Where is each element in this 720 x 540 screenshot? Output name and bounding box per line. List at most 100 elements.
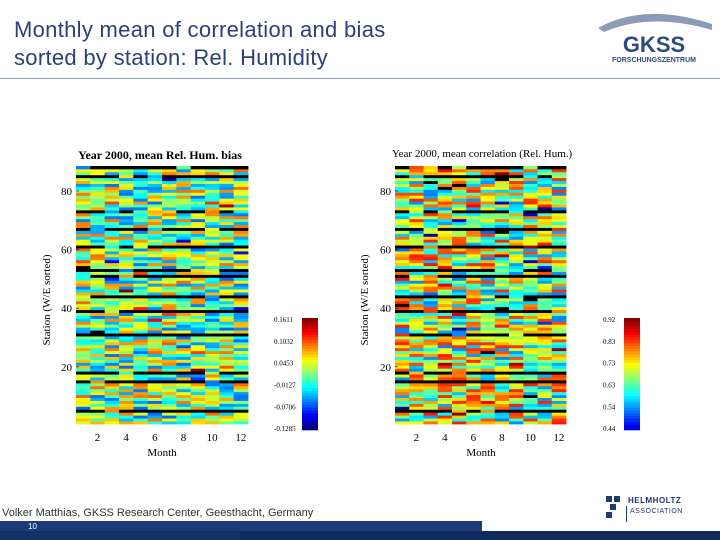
heatmap-cell [76, 321, 91, 325]
heatmap-cell [537, 171, 553, 176]
heatmap-cell [162, 344, 177, 349]
heatmap-cell [76, 333, 91, 337]
heatmap-cell [466, 415, 481, 419]
heatmap-cell [76, 168, 91, 173]
heatmap-cell [133, 400, 149, 404]
heatmap-cell [409, 330, 424, 334]
heatmap-cell [176, 259, 192, 264]
heatmap-cell [176, 324, 192, 328]
heatmap-cell [452, 227, 467, 231]
x-tick-label: 10 [207, 432, 219, 444]
heatmap-cell [523, 268, 538, 272]
heatmap-cell [90, 248, 106, 252]
heatmap-cell [480, 224, 496, 228]
heatmap-cell [437, 300, 453, 305]
heatmap-cell [119, 183, 134, 187]
colorbar-step [624, 396, 640, 400]
heatmap-cell [190, 368, 206, 372]
heatmap-cell [395, 277, 410, 281]
heatmap-cell [90, 233, 106, 237]
heatmap-cell [104, 209, 120, 214]
heatmap-cell [76, 377, 91, 381]
heatmap-cell [162, 391, 177, 396]
heatmap-cell [233, 233, 249, 237]
heatmap-cell [523, 192, 538, 196]
heatmap-cell [480, 289, 496, 293]
heatmap-cell [537, 259, 553, 264]
heatmap-cell [523, 388, 538, 393]
heatmap-cell [190, 186, 206, 190]
heatmap-cell [162, 368, 177, 372]
heatmap-cell [494, 230, 510, 234]
heatmap-cell [90, 341, 106, 346]
heatmap-cell [537, 192, 553, 196]
heatmap-cell [233, 221, 249, 226]
heatmap-cell [523, 295, 538, 299]
heatmap-cell [233, 256, 249, 261]
colorbar-step [624, 329, 640, 333]
heatmap-cell [119, 271, 134, 275]
heatmap-cell [205, 192, 220, 196]
heatmap-cell [437, 295, 453, 299]
heatmap-cell [205, 362, 220, 366]
heatmap-cell [523, 248, 538, 252]
heatmap-cell [480, 262, 496, 267]
heatmap-cell [494, 289, 510, 293]
heatmap-cell [409, 403, 424, 407]
heatmap-cell [176, 368, 192, 372]
heatmap-cell [233, 306, 249, 311]
heatmap-cell [190, 344, 206, 349]
heatmap-cell [219, 166, 235, 170]
heatmap-cell [509, 292, 524, 296]
helmholtz-logo-mark [606, 496, 627, 522]
heatmap-cell [523, 277, 538, 281]
heatmap-cell [104, 406, 120, 410]
heatmap-cell [219, 341, 235, 346]
heatmap-cell [466, 227, 481, 231]
heatmap-cell [176, 394, 192, 399]
heatmap-cell [90, 265, 106, 270]
heatmap-cell [162, 271, 177, 275]
heatmap-cell [176, 277, 192, 281]
heatmap-cell [480, 174, 496, 179]
heatmap-cell [452, 166, 467, 170]
heatmap-cell [90, 283, 106, 287]
heatmap-cell [76, 186, 91, 190]
heatmap-cell [147, 362, 163, 366]
heatmap-cell [104, 341, 120, 346]
heatmap-cell [423, 318, 439, 322]
heatmap-cell [176, 286, 192, 290]
heatmap-cell [452, 212, 467, 217]
heatmap-cell [133, 277, 149, 281]
heatmap-cell [437, 391, 453, 396]
heatmap-cell [466, 286, 481, 290]
heatmap-cell [423, 397, 439, 401]
heatmap-cell [423, 212, 439, 217]
heatmap-cell [494, 209, 510, 214]
heatmap-cell [190, 271, 206, 275]
heatmap-cell [494, 368, 510, 372]
heatmap-cell [233, 292, 249, 296]
heatmap-cell [509, 192, 524, 196]
heatmap-cell [104, 286, 120, 290]
heatmap-cell [466, 239, 481, 243]
heatmap-cell [147, 212, 163, 217]
heatmap-cell [162, 236, 177, 240]
heatmap-cell [551, 400, 567, 404]
heatmap-cell [219, 259, 235, 264]
heatmap-cell [147, 207, 163, 211]
heatmap-cell [551, 295, 567, 299]
heatmap-cell [423, 183, 439, 187]
heatmap-cell [494, 362, 510, 366]
heatmap-cell [494, 300, 510, 305]
heatmap-cell [423, 230, 439, 234]
heatmap-cell [494, 400, 510, 404]
heatmap-cell [76, 289, 91, 293]
heatmap-cell [90, 251, 106, 255]
heatmap-cell [409, 245, 424, 249]
heatmap-cell [480, 280, 496, 284]
heatmap-cell [205, 283, 220, 287]
heatmap-cell [466, 265, 481, 270]
heatmap-cell [480, 391, 496, 396]
heatmap-cell [119, 309, 134, 313]
